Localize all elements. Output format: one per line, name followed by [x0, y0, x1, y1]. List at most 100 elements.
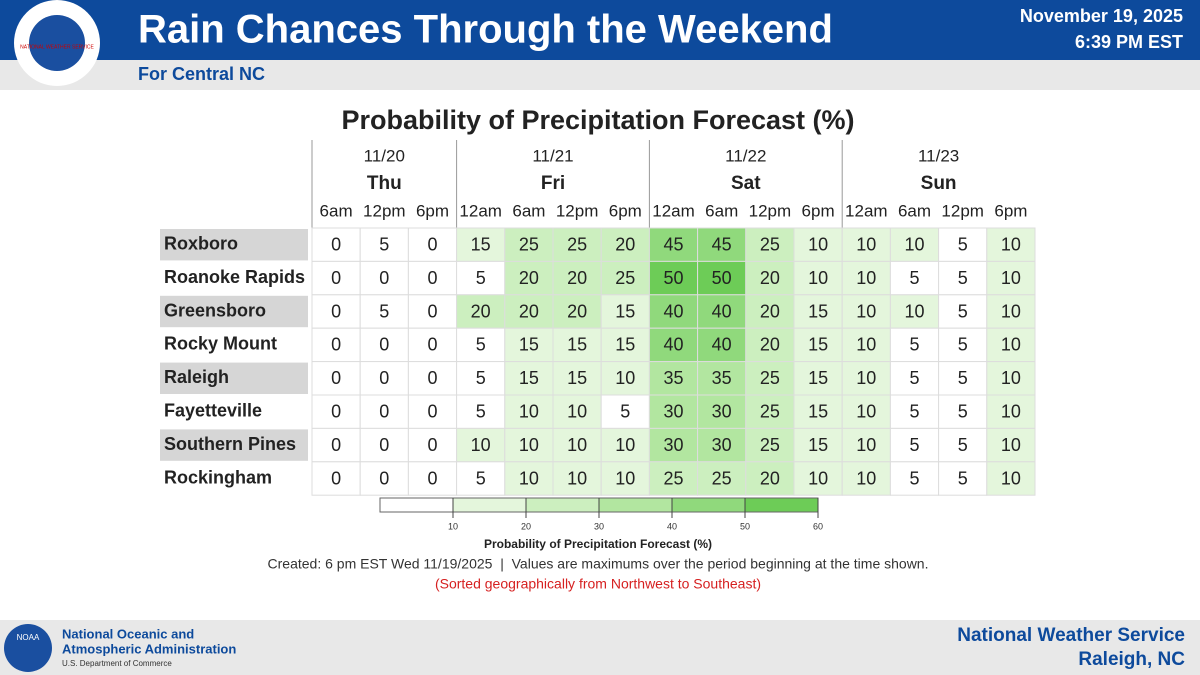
cell [359, 327, 409, 363]
cell-value: 10 [1001, 234, 1021, 254]
cell [504, 461, 554, 496]
cell [986, 361, 1036, 396]
cell-value: 5 [909, 401, 919, 421]
cell [986, 394, 1036, 429]
time-label: 6pm [609, 201, 642, 220]
cell [697, 427, 747, 463]
cell-value: 10 [1001, 335, 1021, 355]
cell [697, 461, 747, 496]
cell [938, 260, 988, 296]
cell-value: 0 [427, 468, 437, 488]
cell-value: 15 [615, 335, 635, 355]
time-label: 6pm [802, 201, 835, 220]
cell [986, 294, 1036, 329]
nws-logo-inner [29, 15, 85, 71]
cell [841, 260, 891, 296]
cell-value: 0 [331, 401, 341, 421]
cell-value: 0 [331, 335, 341, 355]
cell-value: 10 [856, 435, 876, 455]
cell-value: 15 [519, 335, 539, 355]
header-band [0, 0, 1200, 60]
table-title: Probability of Precipitation Forecast (%… [341, 105, 854, 135]
cell-value: 20 [519, 301, 539, 321]
cell-value: 30 [663, 435, 683, 455]
cell-value: 15 [808, 401, 828, 421]
cell-value: 5 [958, 234, 968, 254]
cell [938, 427, 988, 463]
cell-value: 10 [808, 268, 828, 288]
cell [504, 260, 554, 296]
footer-dept: U.S. Department of Commerce [62, 659, 172, 668]
cell-value: 0 [331, 234, 341, 254]
cell [648, 461, 699, 496]
cell-value: 10 [808, 234, 828, 254]
footer-agency: National Oceanic and [62, 626, 194, 641]
cell [986, 327, 1036, 363]
cell-value: 30 [712, 401, 732, 421]
day-date: 11/23 [918, 146, 959, 165]
cell-value: 20 [471, 301, 491, 321]
cell [552, 227, 602, 262]
cell [600, 227, 650, 262]
cell [359, 227, 409, 262]
cell-value: 10 [471, 435, 491, 455]
cell-value: 50 [712, 268, 732, 288]
cell-value: 20 [567, 301, 587, 321]
header-date: November 19, 2025 [1020, 6, 1183, 26]
cell-value: 0 [427, 368, 437, 388]
cell-value: 10 [1001, 268, 1021, 288]
cell [456, 227, 506, 262]
cell [311, 394, 361, 429]
cell-value: 10 [856, 335, 876, 355]
cell-value: 15 [567, 335, 587, 355]
cell-value: 0 [379, 401, 389, 421]
cell-value: 10 [904, 301, 924, 321]
footer-office: National Weather Service [957, 625, 1185, 646]
row-name: Greensboro [164, 300, 266, 320]
cell-value: 5 [958, 401, 968, 421]
cell-value: 0 [379, 335, 389, 355]
legend-tick-label: 50 [740, 521, 750, 531]
cell-value: 15 [808, 368, 828, 388]
cell-value: 45 [663, 234, 683, 254]
cell-value: 45 [712, 234, 732, 254]
cell-value: 0 [427, 435, 437, 455]
cell [793, 294, 843, 329]
cell-value: 10 [856, 368, 876, 388]
day-name: Sun [921, 173, 957, 194]
cell-value: 25 [519, 234, 539, 254]
cell [311, 327, 361, 363]
cell-value: 20 [760, 301, 780, 321]
cell [359, 427, 409, 463]
cell [600, 394, 650, 429]
cell [552, 361, 602, 396]
cell-value: 0 [379, 268, 389, 288]
cell [648, 227, 699, 262]
row-name: Raleigh [164, 367, 229, 387]
cell [841, 361, 891, 396]
header-time: 6:39 PM EST [1075, 32, 1183, 52]
cell [648, 427, 699, 463]
cell [938, 227, 988, 262]
cell [938, 461, 988, 496]
cell-value: 20 [760, 335, 780, 355]
legend-segment [671, 497, 746, 513]
cell [986, 461, 1036, 496]
day-date: 11/20 [364, 146, 405, 165]
cell-value: 0 [331, 301, 341, 321]
noaa-logo-text: NOAA [17, 633, 40, 642]
cell-value: 10 [519, 468, 539, 488]
cell [889, 461, 940, 496]
cell-value: 5 [909, 368, 919, 388]
cell-value: 10 [856, 234, 876, 254]
legend-segment [598, 497, 673, 513]
cell-value: 5 [958, 368, 968, 388]
cell [504, 361, 554, 396]
cell-value: 5 [958, 468, 968, 488]
cell-value: 10 [615, 435, 635, 455]
cell-value: 5 [476, 401, 486, 421]
cell-value: 15 [808, 301, 828, 321]
cell-value: 5 [476, 335, 486, 355]
time-label: 12pm [749, 201, 792, 220]
cell-value: 35 [712, 368, 732, 388]
